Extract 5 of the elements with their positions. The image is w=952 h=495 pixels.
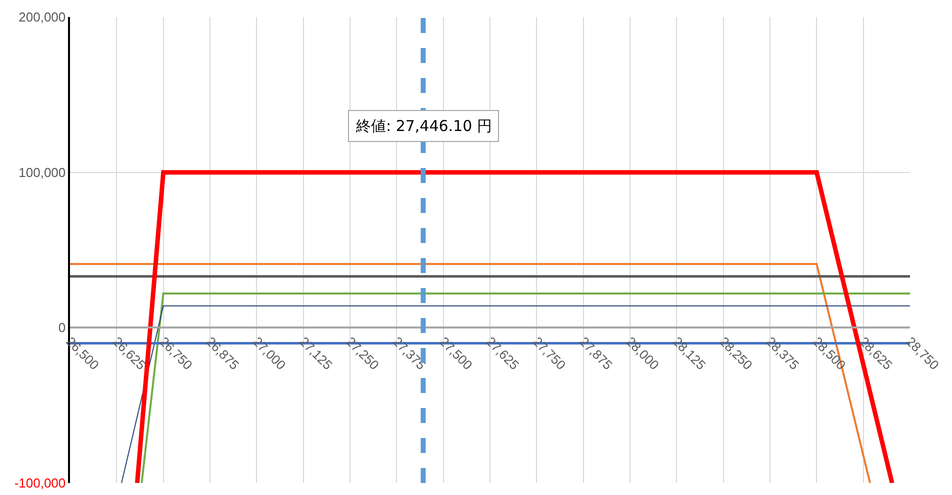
y-tick-label: 200,000 — [18, 10, 66, 25]
ref-line-label: 終値: 27,446.10 円 — [355, 117, 492, 135]
y-tick-label: -100,000 — [14, 476, 66, 491]
y-tick-label: 100,000 — [18, 164, 66, 180]
y-tick-label: 0 — [58, 320, 66, 336]
